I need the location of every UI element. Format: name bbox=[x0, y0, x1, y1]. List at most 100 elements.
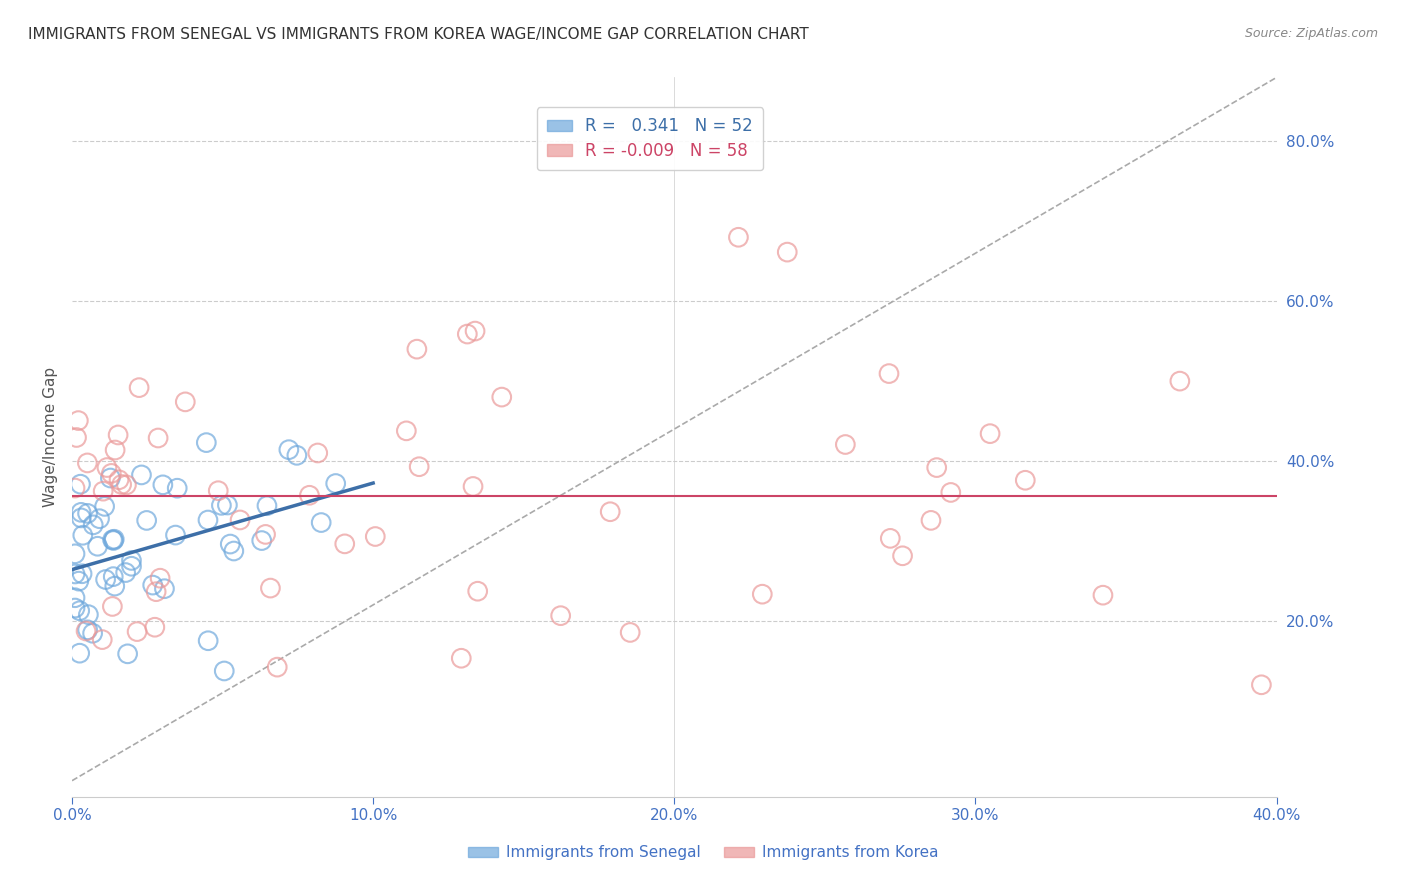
Point bbox=[101, 599, 124, 614]
Point bbox=[207, 483, 229, 498]
Point bbox=[325, 476, 347, 491]
Point bbox=[91, 632, 114, 647]
Point bbox=[395, 424, 418, 438]
Y-axis label: Wage/Income Gap: Wage/Income Gap bbox=[44, 367, 58, 508]
Point bbox=[96, 460, 118, 475]
Point bbox=[77, 607, 100, 622]
Point bbox=[101, 533, 124, 547]
Point bbox=[128, 381, 150, 395]
Point bbox=[103, 533, 125, 547]
Point bbox=[108, 473, 131, 487]
Point bbox=[103, 569, 125, 583]
Point bbox=[63, 547, 86, 561]
Point bbox=[1014, 473, 1036, 487]
Point bbox=[834, 437, 856, 451]
Point bbox=[450, 651, 472, 665]
Point bbox=[197, 633, 219, 648]
Point bbox=[63, 601, 86, 615]
Point bbox=[364, 529, 387, 543]
Point bbox=[751, 587, 773, 601]
Point bbox=[727, 230, 749, 244]
Point bbox=[939, 485, 962, 500]
Point bbox=[209, 499, 232, 513]
Point bbox=[259, 581, 281, 595]
Point bbox=[94, 573, 117, 587]
Legend: R =   0.341   N = 52, R = -0.009   N = 58: R = 0.341 N = 52, R = -0.009 N = 58 bbox=[537, 107, 763, 170]
Point bbox=[145, 584, 167, 599]
Point bbox=[197, 513, 219, 527]
Point bbox=[91, 484, 114, 499]
Point bbox=[456, 326, 478, 341]
Point bbox=[920, 513, 942, 527]
Point bbox=[250, 533, 273, 548]
Point bbox=[877, 367, 900, 381]
Point bbox=[307, 446, 329, 460]
Point bbox=[104, 443, 127, 458]
Point bbox=[1091, 588, 1114, 602]
Point bbox=[89, 512, 111, 526]
Point bbox=[214, 664, 236, 678]
Point bbox=[1250, 678, 1272, 692]
Point bbox=[256, 499, 278, 513]
Point bbox=[70, 505, 93, 519]
Point bbox=[619, 625, 641, 640]
Point bbox=[63, 591, 86, 605]
Point bbox=[121, 553, 143, 567]
Point bbox=[143, 620, 166, 634]
Point bbox=[69, 604, 91, 618]
Point bbox=[69, 477, 91, 491]
Text: IMMIGRANTS FROM SENEGAL VS IMMIGRANTS FROM KOREA WAGE/INCOME GAP CORRELATION CHA: IMMIGRANTS FROM SENEGAL VS IMMIGRANTS FR… bbox=[28, 27, 808, 42]
Point bbox=[979, 426, 1001, 441]
Point bbox=[76, 623, 98, 637]
Legend: Immigrants from Senegal, Immigrants from Korea: Immigrants from Senegal, Immigrants from… bbox=[461, 839, 945, 866]
Point bbox=[464, 324, 486, 338]
Point bbox=[152, 478, 174, 492]
Point bbox=[63, 481, 86, 495]
Text: Source: ZipAtlas.com: Source: ZipAtlas.com bbox=[1244, 27, 1378, 40]
Point bbox=[131, 467, 153, 482]
Point bbox=[165, 528, 187, 542]
Point bbox=[266, 660, 288, 674]
Point bbox=[333, 537, 356, 551]
Point bbox=[219, 537, 242, 551]
Point bbox=[114, 566, 136, 580]
Point bbox=[166, 481, 188, 495]
Point bbox=[550, 608, 572, 623]
Point bbox=[86, 539, 108, 553]
Point bbox=[406, 342, 429, 356]
Point bbox=[891, 549, 914, 563]
Point bbox=[127, 624, 149, 639]
Point bbox=[117, 647, 139, 661]
Point bbox=[103, 533, 125, 548]
Point bbox=[599, 505, 621, 519]
Point bbox=[76, 507, 98, 521]
Point bbox=[135, 513, 157, 527]
Point bbox=[461, 479, 484, 493]
Point bbox=[491, 390, 513, 404]
Point bbox=[63, 566, 86, 581]
Point bbox=[1168, 374, 1191, 388]
Point bbox=[408, 459, 430, 474]
Point bbox=[146, 431, 169, 445]
Point bbox=[104, 579, 127, 593]
Point bbox=[925, 460, 948, 475]
Point bbox=[776, 245, 799, 260]
Point bbox=[229, 513, 252, 527]
Point bbox=[82, 517, 104, 532]
Point bbox=[879, 532, 901, 546]
Point bbox=[72, 528, 94, 542]
Point bbox=[70, 566, 93, 581]
Point bbox=[277, 442, 299, 457]
Point bbox=[75, 624, 97, 638]
Point bbox=[67, 414, 90, 428]
Point bbox=[298, 488, 321, 502]
Point bbox=[309, 516, 332, 530]
Point bbox=[285, 448, 308, 462]
Point bbox=[82, 626, 104, 640]
Point bbox=[142, 578, 165, 592]
Point bbox=[467, 584, 489, 599]
Point bbox=[65, 430, 87, 444]
Point bbox=[121, 559, 143, 574]
Point bbox=[76, 456, 98, 470]
Point bbox=[149, 571, 172, 585]
